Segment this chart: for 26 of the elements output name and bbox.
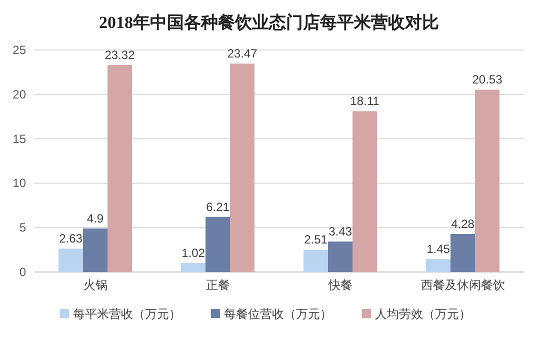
data-label: 18.11: [350, 94, 380, 108]
data-label: 20.53: [472, 72, 502, 87]
legend-label: 每餐位营收（万元）: [224, 307, 332, 321]
data-label: 2.51: [304, 232, 328, 247]
legend-label: 每平米营收（万元）: [73, 307, 181, 321]
data-label: 4.28: [451, 217, 474, 231]
data-label: 3.43: [328, 224, 352, 239]
ytick: 20: [12, 87, 26, 102]
ytick: 5: [19, 220, 26, 235]
ytick: 0: [19, 265, 26, 279]
data-label: 4.9: [86, 212, 104, 226]
xtick: 西餐及休闲餐饮: [420, 278, 505, 292]
xtick: 火锅: [83, 278, 108, 292]
data-label: 23.32: [104, 48, 135, 62]
ytick: 15: [12, 132, 26, 146]
xtick: 快餐: [328, 278, 352, 292]
title: 2018年中国各种餐饮业态门店每平米营收对比: [99, 13, 439, 32]
data-label: 1.02: [182, 246, 205, 260]
ytick: 25: [12, 43, 26, 57]
xtick: 正餐: [206, 278, 230, 292]
ytick: 10: [12, 176, 26, 190]
data-label: 1.45: [426, 242, 450, 256]
legend-label: 人均劳效（万元）: [375, 307, 471, 321]
data-label: 6.21: [206, 200, 230, 214]
data-label: 23.47: [227, 46, 258, 61]
data-label: 2.63: [59, 232, 82, 246]
